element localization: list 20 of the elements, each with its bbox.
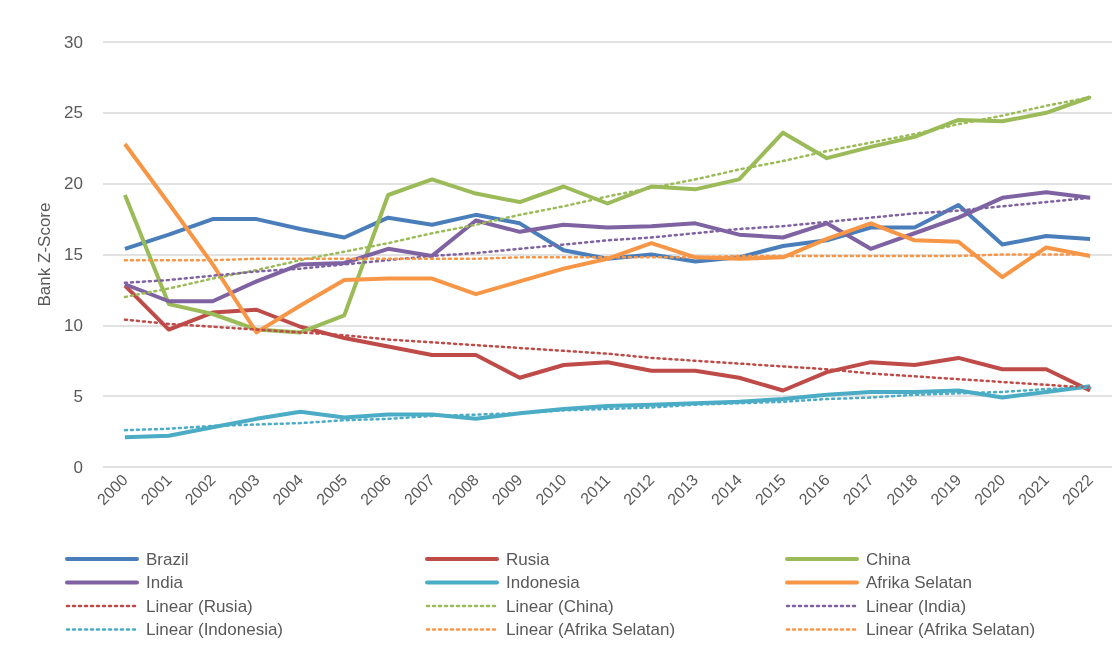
legend-label: Indonesia (506, 573, 581, 592)
legend-label: Linear (China) (506, 596, 614, 616)
y-axis-title: Bank Z-Score (35, 202, 54, 307)
legend-label: China (866, 549, 911, 569)
legend-label: Linear (Indonesia) (146, 620, 284, 639)
y-tick-label: 30 (64, 32, 83, 52)
legend-label: Linear (Rusia) (146, 596, 253, 616)
legend-label: Afrika Selatan (866, 573, 972, 592)
y-tick-label: 0 (73, 457, 83, 477)
y-tick-label: 15 (64, 245, 83, 264)
legend-label: Rusia (506, 549, 551, 569)
legend-label: Brazil (146, 549, 189, 569)
y-tick-label: 20 (64, 174, 83, 194)
legend-label: Linear (India) (866, 596, 967, 616)
legend-label: Linear (Afrika Selatan) (866, 620, 1036, 639)
y-tick-label: 25 (64, 103, 83, 123)
legend-label: India (146, 573, 184, 592)
legend-label: Linear (Afrika Selatan) (506, 620, 676, 639)
y-tick-label: 5 (73, 386, 83, 406)
y-tick-label: 10 (64, 315, 83, 335)
